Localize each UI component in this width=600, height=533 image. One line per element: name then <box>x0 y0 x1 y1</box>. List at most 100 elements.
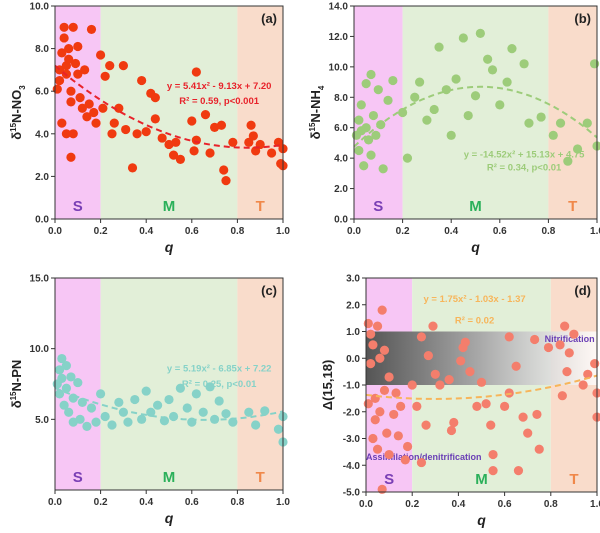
y-tick-label: 2.0 <box>334 184 348 195</box>
data-point <box>592 141 600 151</box>
y-tick-label: 1.0 <box>346 327 360 338</box>
x-tick-label: 1.0 <box>590 226 600 237</box>
data-point <box>415 77 425 87</box>
x-tick-label: 0.6 <box>493 226 507 237</box>
data-point <box>86 24 97 35</box>
data-point <box>475 28 485 38</box>
data-point <box>59 22 69 32</box>
data-point <box>398 107 408 118</box>
data-point <box>388 75 398 86</box>
y-tick-label: 10.0 <box>329 62 349 73</box>
data-point <box>444 375 454 385</box>
plot-frame <box>54 5 284 220</box>
data-point <box>132 129 142 139</box>
data-point <box>153 400 163 410</box>
y-axis-label: δ15N-NO3 <box>9 85 27 140</box>
x-tick-label: 0.2 <box>396 226 410 237</box>
data-point <box>460 337 470 347</box>
data-point <box>70 58 81 69</box>
zone-label: T <box>569 471 578 488</box>
data-point <box>382 428 392 438</box>
panel-tag: (d) <box>574 283 591 298</box>
data-point <box>191 389 201 399</box>
y-tick-label: 0.0 <box>334 215 348 226</box>
y-tick-label: 10.0 <box>30 2 50 13</box>
data-point <box>96 50 106 60</box>
data-point <box>171 137 181 147</box>
data-point <box>82 421 92 431</box>
data-point <box>251 420 261 430</box>
data-point <box>582 118 592 128</box>
data-point <box>127 163 138 173</box>
data-point <box>59 400 69 410</box>
data-point <box>175 154 185 164</box>
data-point <box>507 44 517 54</box>
data-point <box>384 449 394 460</box>
data-point <box>555 340 565 350</box>
data-point <box>246 120 256 130</box>
data-point <box>375 353 385 363</box>
data-point <box>89 107 99 118</box>
data-point <box>488 466 498 476</box>
data-point <box>368 433 378 444</box>
y-tick-label: 5.0 <box>35 415 49 426</box>
y-axis-label: δ15N-NH4 <box>308 85 326 139</box>
data-point <box>518 412 528 422</box>
data-point <box>260 406 270 416</box>
fit-curve <box>54 64 284 149</box>
data-point <box>105 61 115 71</box>
data-point <box>100 71 110 81</box>
data-point <box>64 44 74 54</box>
data-point <box>64 54 74 64</box>
x-tick-label: 0.6 <box>185 497 199 508</box>
x-tick-label: 1.0 <box>590 499 600 510</box>
data-point <box>84 99 94 109</box>
data-point <box>356 100 366 110</box>
data-point <box>589 59 600 69</box>
data-point <box>451 74 461 84</box>
data-point <box>175 383 185 393</box>
data-point <box>121 124 131 135</box>
data-point <box>441 85 451 95</box>
data-point <box>205 382 215 392</box>
data-point <box>379 345 390 355</box>
data-point <box>590 359 600 369</box>
data-point <box>548 130 558 140</box>
data-point <box>384 372 394 382</box>
panel-c: S M Ty = 5.19x² - 6.85x + 7.22 R² = 0.25, p… <box>9 274 290 527</box>
data-point <box>168 150 179 160</box>
data-point <box>361 123 371 133</box>
y-tick-label: 8.0 <box>35 44 49 55</box>
panel-a: S M Ty = 5.41x² - 9.13x + 7.20 R² = 0.59, p… <box>9 2 290 256</box>
fit-equation: y = -14.52x² + 15.13x + 4.75 <box>464 149 585 160</box>
data-point <box>373 85 383 95</box>
data-point <box>68 22 78 32</box>
data-point <box>187 116 197 126</box>
x-tick-label: 0.0 <box>48 226 62 237</box>
data-point <box>363 318 373 329</box>
panel-b: S M Ty = -14.52x² + 15.13x + 4.75 R² = 0.34… <box>308 2 600 255</box>
data-point <box>64 407 74 417</box>
y-tick-label: 0.0 <box>346 354 360 365</box>
data-point <box>107 129 117 139</box>
data-point <box>200 110 211 120</box>
data-point <box>123 417 133 427</box>
data-point <box>221 409 231 419</box>
fit-curve <box>353 85 598 148</box>
fit-equation: y = 5.41x² - 9.13x + 7.20 <box>167 81 272 92</box>
x-tick-label: 0.0 <box>359 499 373 510</box>
zone-label: S <box>73 198 83 215</box>
y-tick-label: 2.0 <box>35 172 49 183</box>
data-point <box>486 420 496 430</box>
data-point <box>118 61 128 71</box>
data-point <box>57 353 67 364</box>
data-point <box>555 118 566 128</box>
data-point <box>68 393 78 403</box>
x-tick-label: 0.2 <box>94 226 108 237</box>
data-point <box>465 367 475 377</box>
data-point <box>205 148 215 158</box>
data-point <box>216 120 227 130</box>
zone-label: T <box>568 198 577 215</box>
x-tick-label: 0.2 <box>94 497 108 508</box>
data-point <box>592 412 600 422</box>
